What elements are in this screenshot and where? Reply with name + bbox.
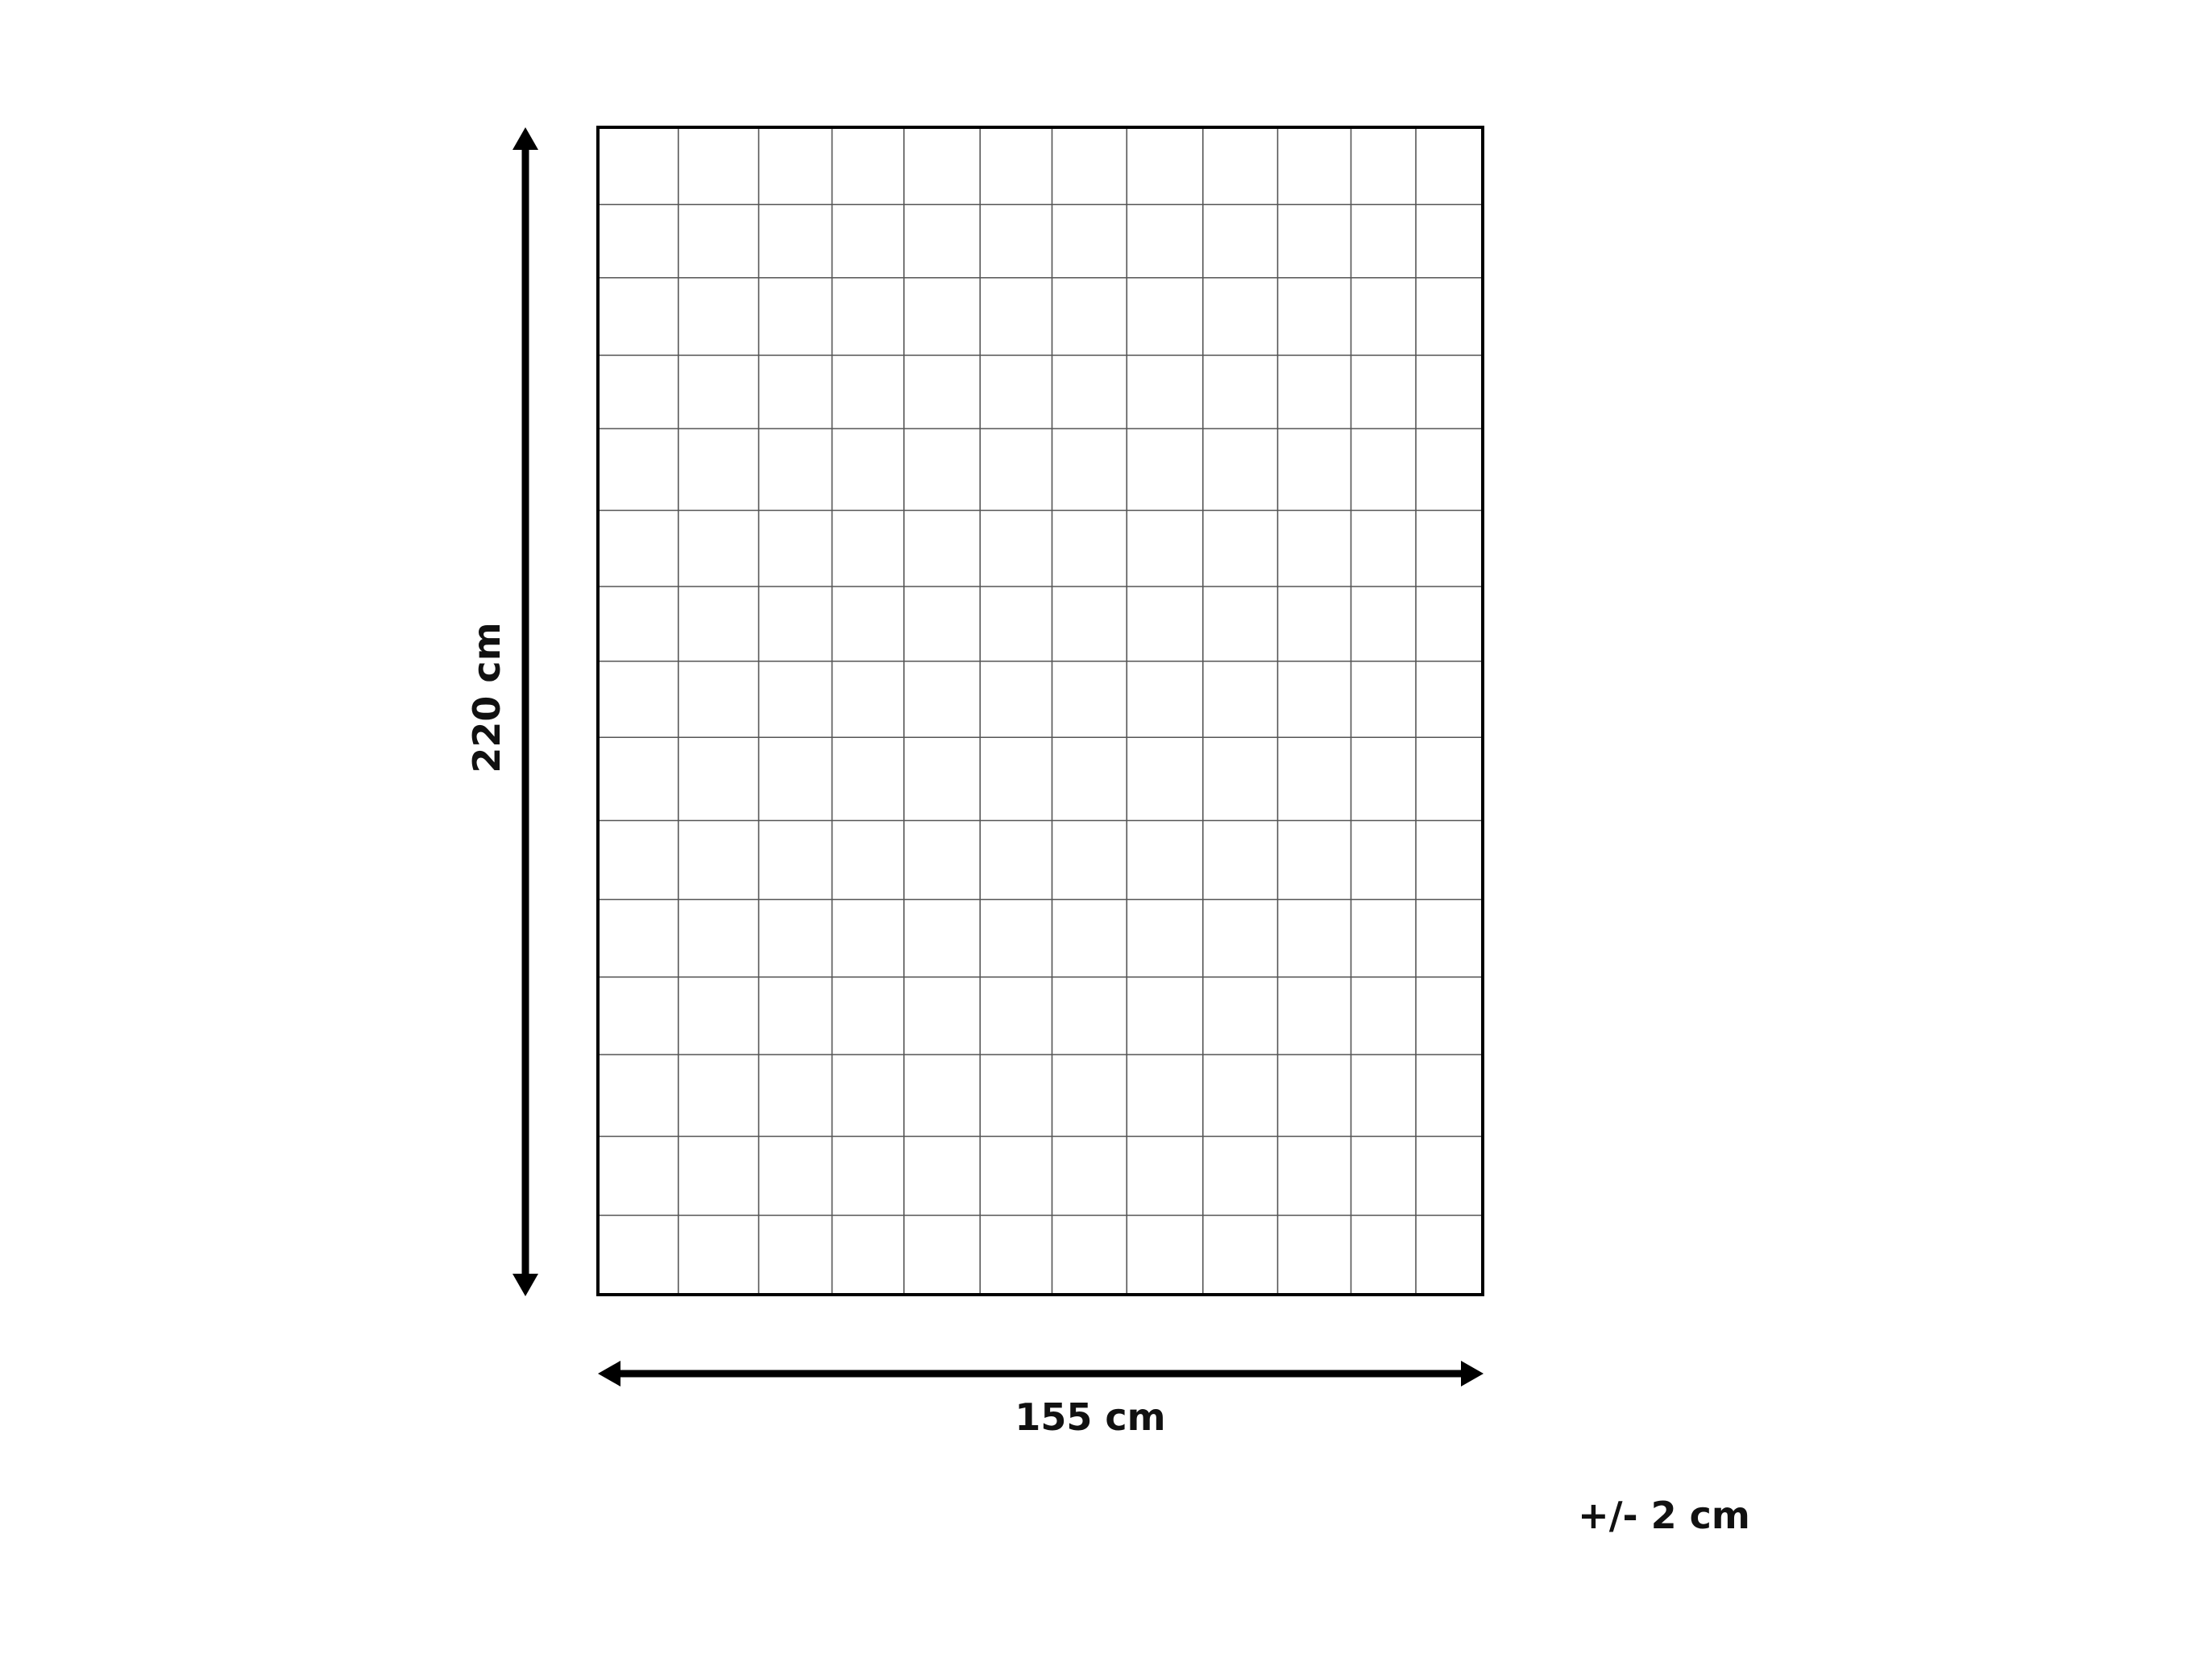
blanket-outline [596, 126, 1484, 1296]
arrow-down-icon [513, 1274, 538, 1296]
width-label: 155 cm [1015, 1395, 1165, 1439]
width-arrow [598, 1361, 1484, 1387]
quilt-grid [600, 129, 1481, 1293]
arrow-right-icon [1461, 1361, 1484, 1387]
arrow-up-icon [513, 127, 538, 150]
height-label: 220 cm [465, 622, 508, 773]
tolerance-label: +/- 2 cm [1578, 1494, 1750, 1537]
height-arrow [513, 127, 538, 1296]
arrow-left-icon [598, 1361, 620, 1387]
